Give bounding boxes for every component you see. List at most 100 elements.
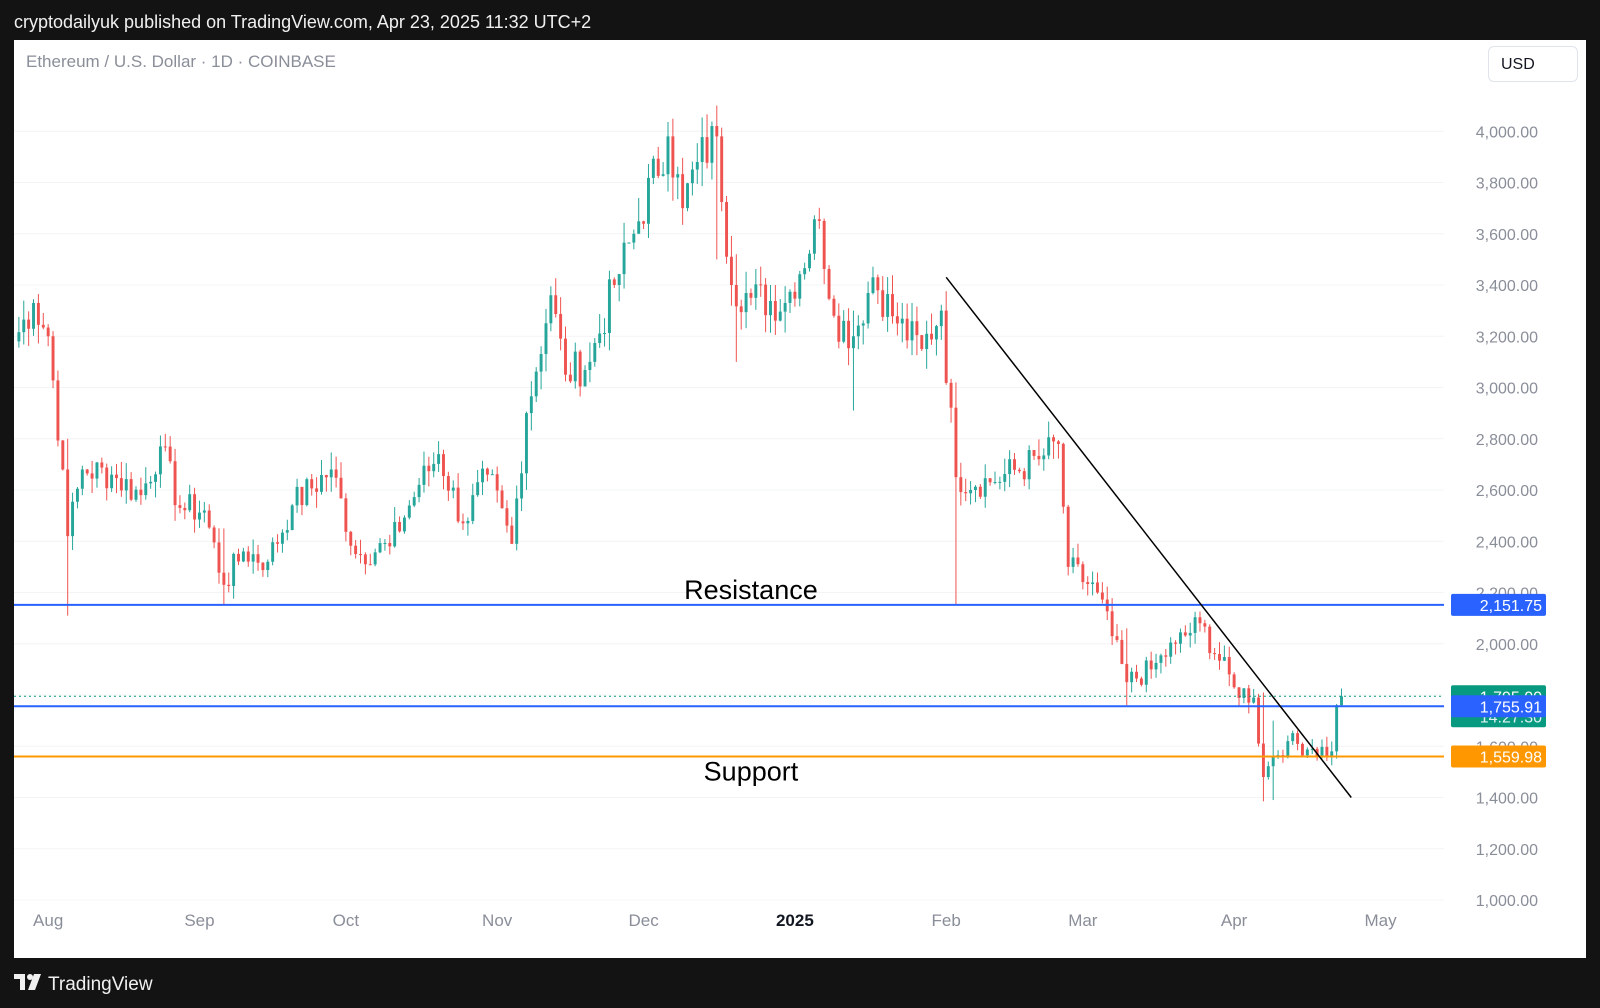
candle-body [837,315,841,342]
candle [1276,750,1280,759]
candle-body [427,465,431,472]
candle [583,365,587,387]
candle [1247,684,1251,714]
currency-selector[interactable]: USD [1488,46,1578,82]
candle [749,288,753,306]
candle-body [1315,748,1319,756]
candle-body [271,542,275,562]
candle [183,502,187,520]
candle [1169,637,1173,664]
candle-body [686,183,689,209]
candle [119,462,123,497]
candle-body [1071,557,1075,567]
candle-body [871,277,875,293]
candle [915,306,919,356]
candle-body [891,294,894,317]
candle-body [90,473,94,479]
candle [1130,667,1134,693]
price-chart[interactable]: Resistance Support 4,000.00 3,800.00 3,600.… [14,40,1586,958]
candle-body [105,467,109,489]
symbol-title: Ethereum / U.S. Dollar · 1D · COINBASE [26,52,336,71]
candle-body [442,454,445,477]
candle-body [866,292,870,324]
candle-body [285,530,289,533]
candle-body [925,333,929,350]
candle [881,276,885,321]
candle [1052,434,1056,459]
candle [900,302,904,343]
candle [505,500,509,533]
candle-body [315,488,319,492]
candle-body [1188,632,1192,636]
candle [934,324,938,356]
candle [1139,676,1143,687]
candle [510,516,514,545]
candle [891,275,894,324]
annotation-resistance: Resistance [684,575,818,605]
candle-body [647,177,650,224]
candle [622,222,626,289]
candle [446,471,450,501]
candle-body [217,542,221,573]
candle [754,269,758,310]
candle-body [139,489,143,496]
candle-body [324,474,328,478]
trendline-layer [945,276,1352,798]
candle [598,314,602,348]
candle [241,547,245,563]
candle-body [237,553,240,562]
candle-body [1320,746,1324,756]
candles [17,105,1343,802]
candle [197,500,201,528]
candle [280,529,284,553]
x-tick-label: May [1364,911,1397,930]
candle [974,485,977,503]
chart-area[interactable]: Resistance Support 4,000.00 3,800.00 3,600.… [14,40,1586,958]
candle-body [861,323,865,326]
candle [632,229,636,250]
candle-body [320,474,323,492]
candle [1003,458,1007,492]
candle-body [715,126,719,137]
candle-body [207,510,211,528]
candle [402,515,406,534]
candle-body [124,479,128,491]
candle [75,486,79,509]
candle [539,346,543,390]
candle [1115,624,1119,643]
candle-body [407,505,411,518]
candle-body [622,242,626,275]
candle [886,277,890,332]
candle-body [1325,746,1329,757]
candle [266,559,270,578]
candle-body [583,369,587,387]
candle [339,462,343,499]
candle-body [564,338,567,375]
price-tag [1451,745,1546,768]
candle [1159,653,1163,674]
candle [554,278,558,318]
candle-body [490,474,494,476]
candle-body [539,353,543,372]
candle-body [642,221,646,224]
candle [851,310,855,411]
candle [1120,630,1124,665]
candle-body [1237,687,1241,698]
candle [1213,647,1217,660]
candle [1164,649,1168,667]
candle-body [115,474,118,479]
candle-body [178,505,182,508]
candle-body [1296,733,1300,744]
candle-body [1086,582,1090,585]
candle-body [1037,455,1041,460]
candle-body [607,279,611,334]
candle [158,435,162,488]
candle-body [603,333,607,335]
y-tick-label: 1,000.00 [1476,893,1538,910]
candle-body [939,310,943,327]
candle-body [954,407,958,478]
candle [373,548,377,567]
y-tick-label: 4,000.00 [1476,124,1538,141]
candle-body [637,221,641,234]
candle-body [1164,655,1168,657]
